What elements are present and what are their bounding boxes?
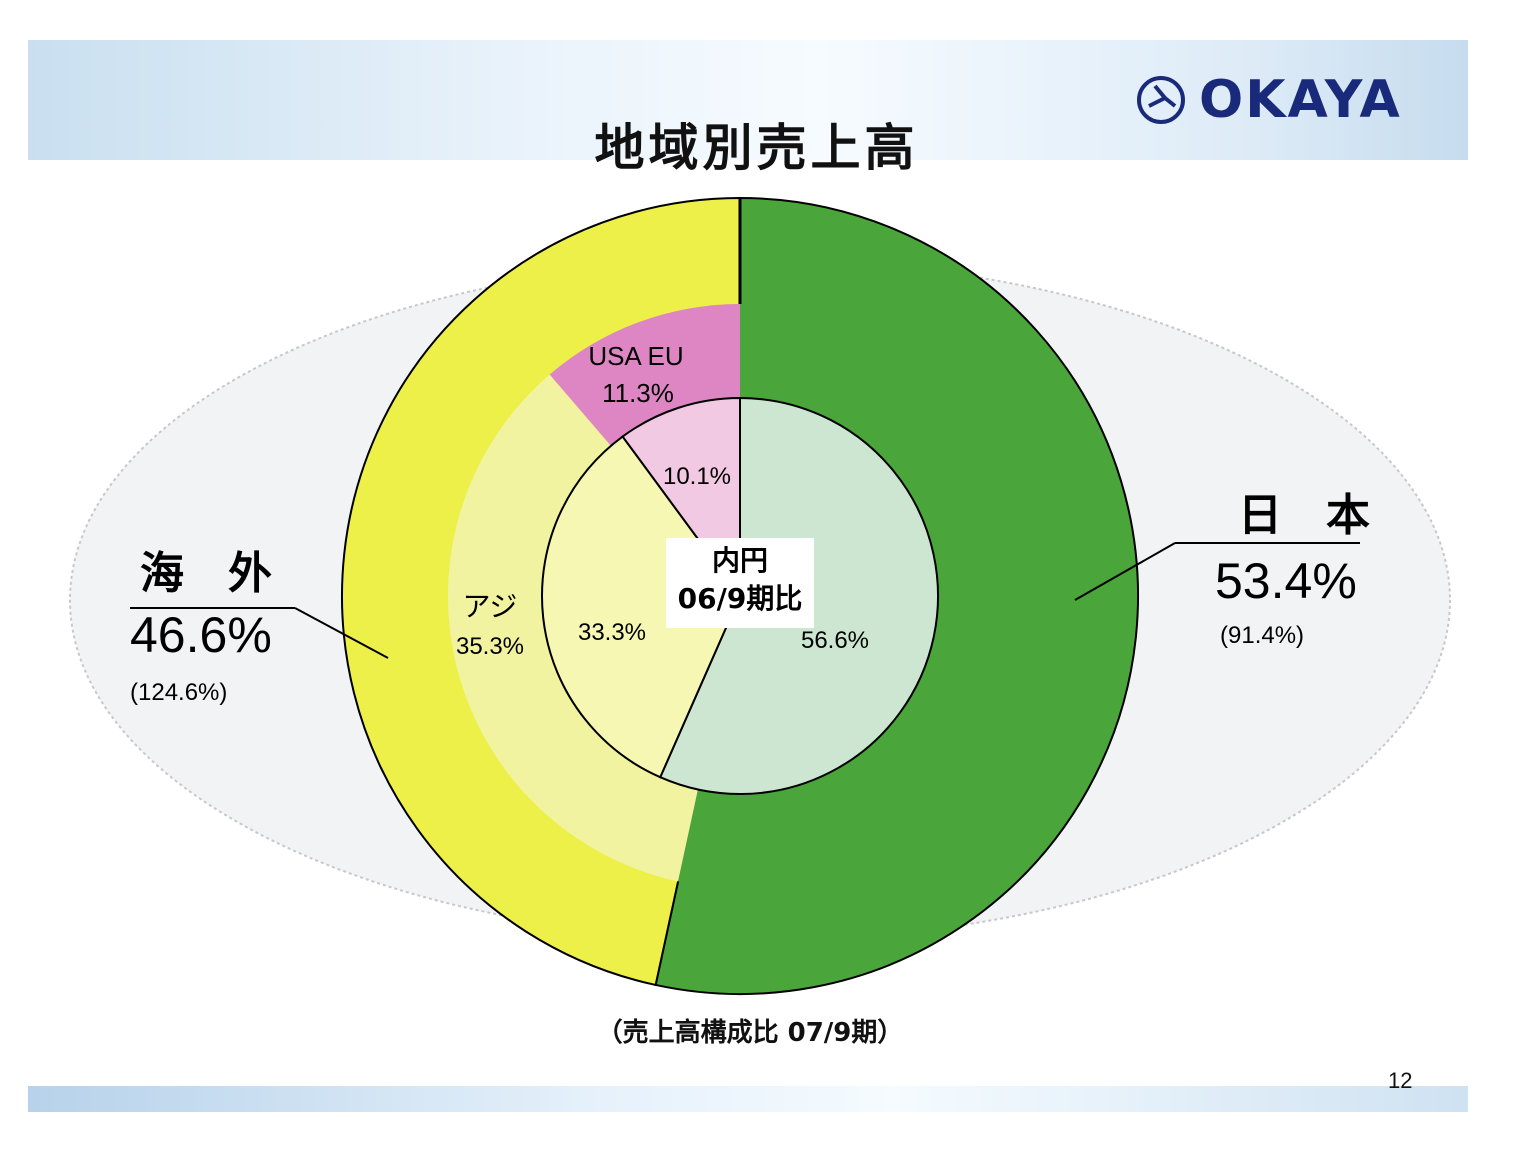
- okaya-logo: OKAYA: [1135, 70, 1402, 130]
- leader-line-overseas: [294, 607, 389, 659]
- center-label-line1: 内円: [712, 544, 768, 577]
- logo-text: OKAYA: [1199, 70, 1402, 130]
- label-usaeu-name: USA EU: [588, 341, 683, 371]
- chart-caption: （売上高構成比 07/9期）: [596, 1018, 904, 1048]
- header-band: [28, 40, 1468, 160]
- center-label-box: [666, 538, 814, 628]
- label-japan-growth: (91.4%): [1220, 622, 1304, 649]
- label-inner-japan: 56.6%: [801, 627, 869, 654]
- label-asia-value: 35.3%: [456, 633, 524, 660]
- page-number: 12: [1388, 1068, 1413, 1093]
- label-overseas-name: 海 外: [140, 548, 272, 599]
- inner-circle-slice-1: [541, 435, 742, 779]
- label-asia-name: アジ: [463, 591, 518, 622]
- label-overseas-growth: (124.6%): [130, 679, 227, 706]
- label-usaeu-value: 11.3%: [602, 378, 674, 408]
- label-overseas-value: 46.6%: [130, 607, 272, 663]
- footer-band: [28, 1086, 1468, 1112]
- center-label-line2: 06/9期比: [678, 582, 803, 615]
- okaya-logo-icon: [1137, 76, 1185, 124]
- label-inner-asia: 33.3%: [578, 619, 646, 646]
- label-inner-usaeu: 10.1%: [663, 463, 731, 490]
- label-japan-value: 53.4%: [1215, 553, 1357, 609]
- leader-line-japan: [1074, 542, 1176, 601]
- slide-title: 地域別売上高: [594, 119, 919, 177]
- label-japan-name: 日 本: [1238, 490, 1370, 541]
